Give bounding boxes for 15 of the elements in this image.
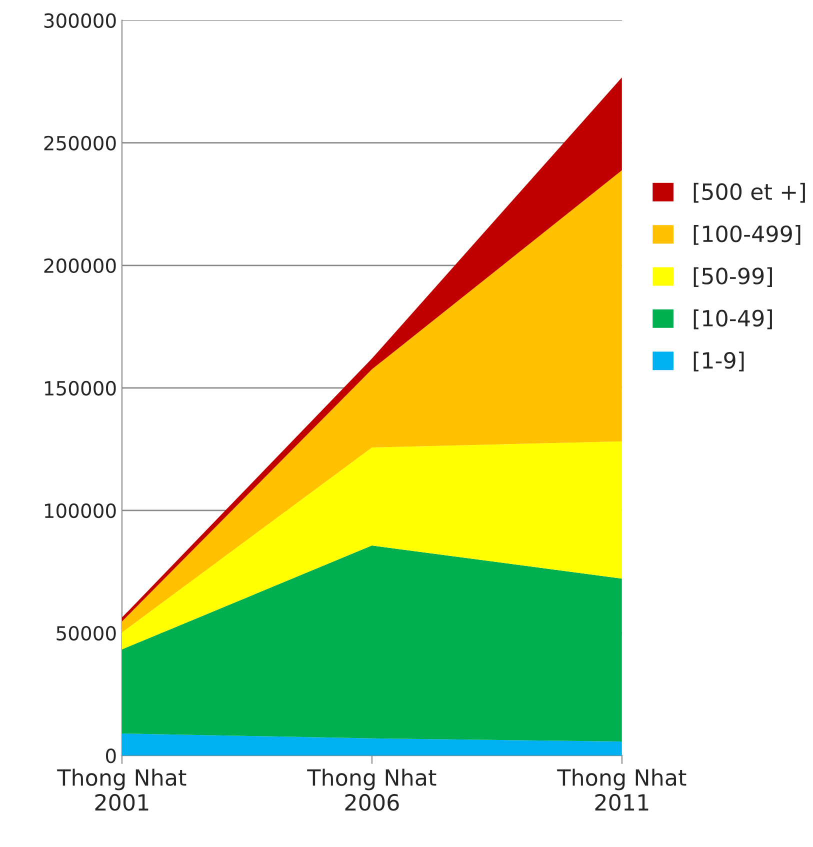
x-tick-label: Thong Nhat 2006 — [307, 768, 436, 811]
legend-label: [10-49] — [694, 309, 772, 330]
x-tick-label: Thong Nhat 2011 — [557, 768, 686, 811]
y-tick-label: 300000 — [44, 13, 116, 28]
legend-label: [50-99] — [694, 267, 772, 288]
legend-label: [500 et +] — [694, 182, 805, 203]
x-tick-label: Thong Nhat 2001 — [57, 768, 186, 811]
y-tick-label: 100000 — [44, 503, 116, 518]
y-tick-label: 0 — [106, 748, 116, 764]
legend-label: [1-9] — [694, 352, 744, 372]
legend-label: [100-499] — [694, 225, 800, 245]
y-tick-label: 50000 — [56, 626, 116, 641]
y-tick-label: 200000 — [44, 258, 116, 274]
y-tick-label: 250000 — [44, 136, 116, 151]
y-tick-label: 150000 — [44, 380, 116, 396]
